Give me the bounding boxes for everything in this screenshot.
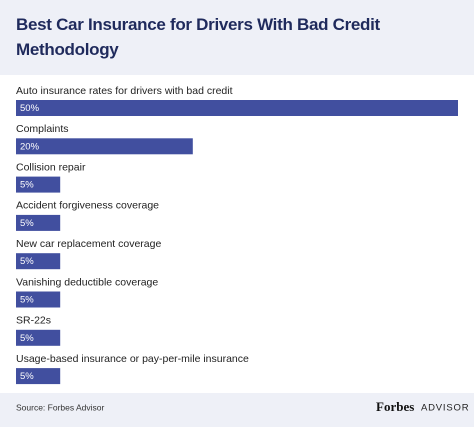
bar (16, 138, 193, 155)
brand-logo: Forbes (376, 399, 414, 414)
header: Best Car Insurance for Drivers With Bad … (0, 0, 474, 75)
chart-title: Best Car Insurance for Drivers With Bad … (16, 15, 380, 59)
category-label: Collision repair (16, 161, 86, 173)
bar (16, 214, 61, 231)
category-label: New car replacement coverage (16, 238, 161, 250)
bar (16, 291, 61, 308)
category-label: Vanishing deductible coverage (16, 276, 158, 288)
value-label: 5% (20, 218, 34, 229)
value-label: 5% (20, 256, 34, 267)
brand-suffix: ADVISOR (421, 403, 469, 414)
bar (16, 253, 61, 270)
value-label: 5% (20, 371, 34, 382)
category-label: Auto insurance rates for drivers with ba… (16, 85, 233, 97)
value-label: 5% (20, 180, 34, 191)
footer (0, 393, 474, 427)
value-label: 5% (20, 295, 34, 306)
bar (16, 176, 61, 193)
source: Source: Forbes Advisor (16, 402, 105, 412)
bar (16, 368, 61, 385)
bar (16, 329, 61, 346)
category-label: SR-22s (16, 315, 51, 327)
value-label: 5% (20, 333, 34, 344)
value-label: 20% (20, 141, 40, 152)
bar (16, 100, 458, 116)
category-label: Accident forgiveness coverage (16, 200, 159, 212)
category-label: Complaints (16, 123, 69, 135)
category-label: Usage-based insurance or pay-per-mile in… (16, 353, 249, 365)
value-label: 50% (20, 103, 40, 114)
